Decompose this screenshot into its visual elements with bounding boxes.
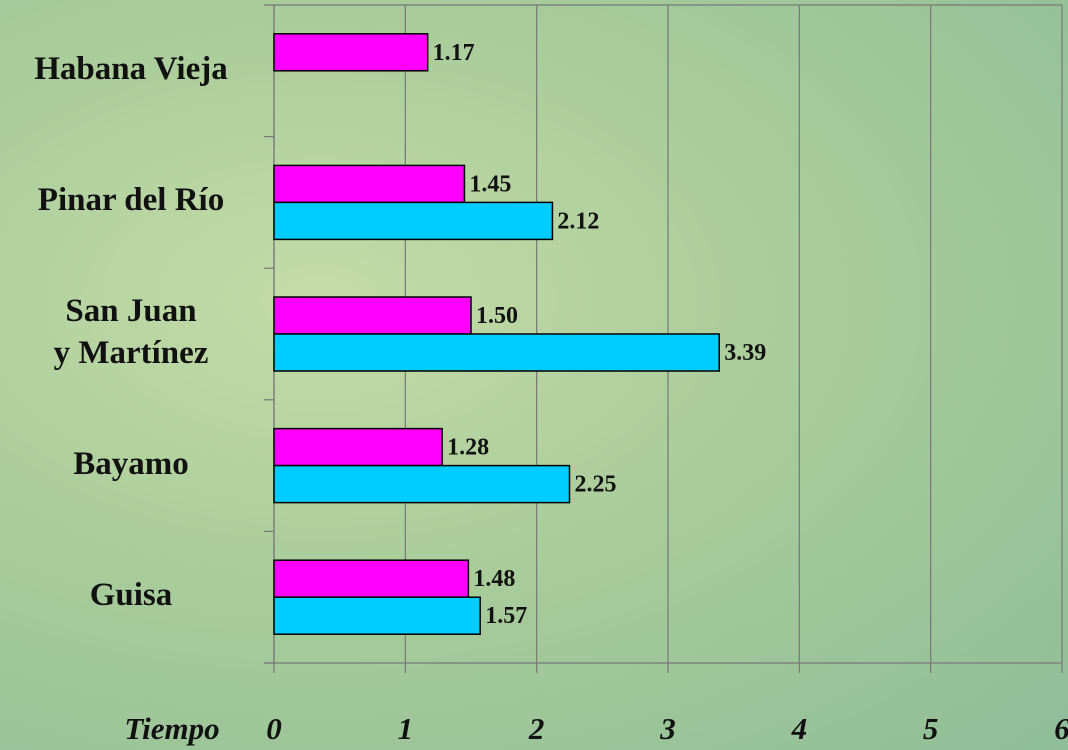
bar: [273, 333, 720, 372]
x-tick-label: 3: [659, 711, 676, 746]
bar: [273, 464, 571, 504]
bar: [273, 596, 481, 635]
x-tick-label: 1: [398, 711, 414, 746]
y-tick-label: Pinar del Río: [37, 182, 225, 219]
data-label: 1.48: [473, 566, 515, 592]
y-tick-label: Bayamo: [73, 445, 189, 482]
data-label: 1.28: [447, 435, 489, 461]
x-tick-label: 2: [528, 711, 545, 746]
bar: [273, 33, 429, 72]
data-label: 2.12: [557, 208, 599, 234]
data-label: 2.25: [575, 472, 617, 498]
data-label: 1.50: [476, 303, 518, 329]
data-label: 1.17: [433, 40, 475, 66]
y-tick-label: Guisa: [89, 577, 173, 614]
bar: [273, 164, 466, 204]
x-tick-label: 4: [791, 711, 808, 746]
y-tick-label: San Juan y Martínez: [53, 293, 209, 371]
data-label: 3.39: [724, 340, 766, 366]
x-tick-label: 6: [1054, 711, 1068, 746]
bar: [273, 427, 443, 467]
bar: [273, 201, 554, 241]
x-tick-label: 0: [266, 711, 282, 746]
data-label: 1.57: [485, 603, 527, 629]
y-tick-label: Habana Vieja: [34, 50, 228, 87]
data-label: 1.45: [469, 171, 511, 197]
bar: [273, 296, 472, 335]
x-axis-label: Tiempo: [124, 711, 219, 746]
x-tick-label: 5: [923, 711, 939, 746]
bar: [273, 559, 470, 598]
